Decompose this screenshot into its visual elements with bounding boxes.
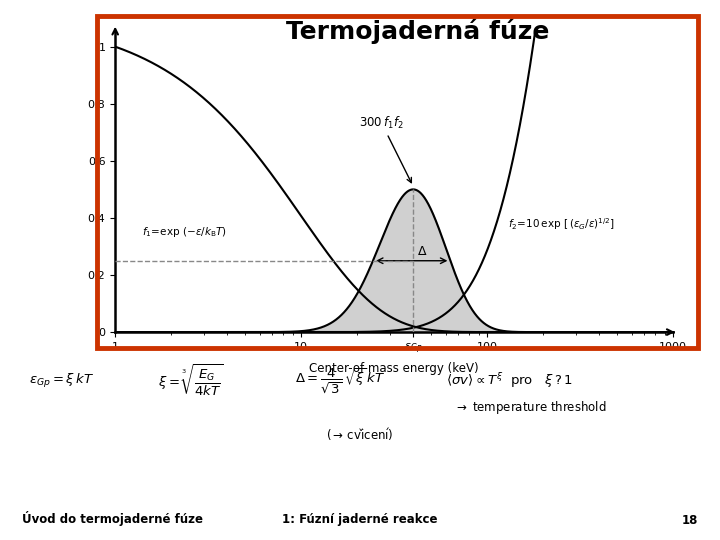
Text: $f_1\!=\!\exp\,(-\varepsilon/k_\mathrm{B}T)$: $f_1\!=\!\exp\,(-\varepsilon/k_\mathrm{B… <box>143 225 228 239</box>
Text: $\Delta$: $\Delta$ <box>417 245 428 258</box>
Text: 18: 18 <box>682 514 698 526</box>
Text: $\rightarrow$ temperature threshold: $\rightarrow$ temperature threshold <box>454 399 606 416</box>
Text: $\xi = \sqrt[3]{\dfrac{E_G}{4kT}}$: $\xi = \sqrt[3]{\dfrac{E_G}{4kT}}$ <box>158 363 224 399</box>
Text: $\Delta = \dfrac{4}{\sqrt{3}}\,\sqrt{\xi}\,kT$: $\Delta = \dfrac{4}{\sqrt{3}}\,\sqrt{\xi… <box>295 367 385 395</box>
Text: 1: Fúzní jaderné reakce: 1: Fúzní jaderné reakce <box>282 514 438 526</box>
X-axis label: Center-of-mass energy (keV): Center-of-mass energy (keV) <box>310 362 479 375</box>
Text: $f_2\!=\!10\,\exp\,[\,(\varepsilon_G/\varepsilon)^{1/2}]$: $f_2\!=\!10\,\exp\,[\,(\varepsilon_G/\va… <box>508 216 615 232</box>
Text: Úvod do termojaderné fúze: Úvod do termojaderné fúze <box>22 511 202 526</box>
Text: $300\,f_1 f_2$: $300\,f_1 f_2$ <box>359 114 411 183</box>
Text: Termojaderná fúze: Termojaderná fúze <box>286 19 549 44</box>
Text: $\varepsilon_{Gp} = \xi\, kT$: $\varepsilon_{Gp} = \xi\, kT$ <box>29 372 94 390</box>
Text: $(\rightarrow\,\mathrm{cvi\check{c}en\acute{\i}})$: $(\rightarrow\,\mathrm{cvi\check{c}en\ac… <box>326 426 394 443</box>
Text: $\langle\sigma v\rangle \propto T^{\xi}$  pro   $\xi\,?\,1$: $\langle\sigma v\rangle \propto T^{\xi}$… <box>446 372 573 390</box>
